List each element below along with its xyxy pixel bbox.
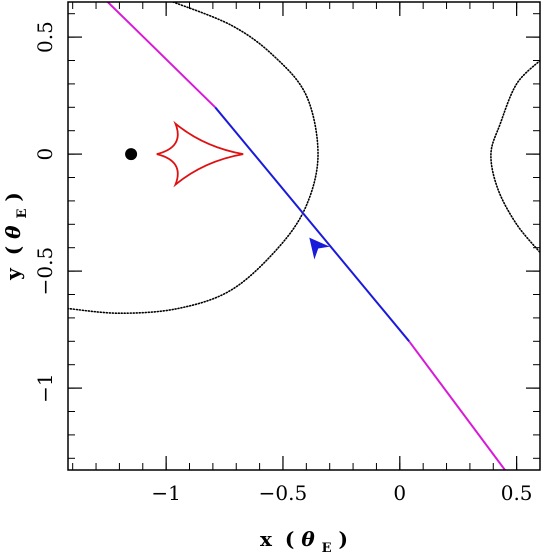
critical-curve [68,2,319,315]
y-axis-title-theta: θ [1,225,25,239]
x-tick-label: −0.5 [259,481,308,505]
y-tick-label: 0 [33,148,57,161]
minor-ticks [68,2,541,470]
y-tick-label: −0.5 [33,247,57,296]
caustic-curve [156,120,244,188]
plot-frame [67,1,541,471]
critical-curves [68,2,540,315]
direction-arrow [309,237,330,260]
caustic [156,120,244,188]
y-tick-label: −1 [33,373,57,402]
trajectory-far-segment [107,2,216,109]
plot-content [68,2,540,470]
trajectory-far-segment [408,340,506,470]
x-axis-title-main: x [260,527,273,551]
y-tick-label: 0.5 [33,21,57,53]
critical-curve [490,59,540,254]
lens-point [125,148,138,161]
x-axis-title-theta: θ [301,527,315,551]
y-axis-title-open: ( [1,246,25,255]
lens [125,148,138,161]
x-axis-title-open: ( [285,527,294,551]
y-axis-title-sub: E [15,209,30,219]
x-axis-title-close: ) [339,527,348,551]
x-tick-label: 0 [393,481,406,505]
x-tick-label: −1 [151,481,180,505]
y-axis-title: y ( θ E ) [1,192,31,281]
y-axis-title-main: y [1,267,25,281]
x-tick-label: 0.5 [501,481,533,505]
x-axis-title-sub: E [322,541,332,555]
trajectory [107,2,506,470]
y-tick-labels: 0.5 0 −0.5 −1 [33,21,57,403]
x-axis-title: x ( θ E ) [260,527,348,555]
trajectory-near-segment [214,106,410,342]
y-axis-title-close: ) [1,192,25,201]
major-ticks [68,2,540,470]
x-tick-labels: −1 −0.5 0 0.5 [151,481,532,505]
